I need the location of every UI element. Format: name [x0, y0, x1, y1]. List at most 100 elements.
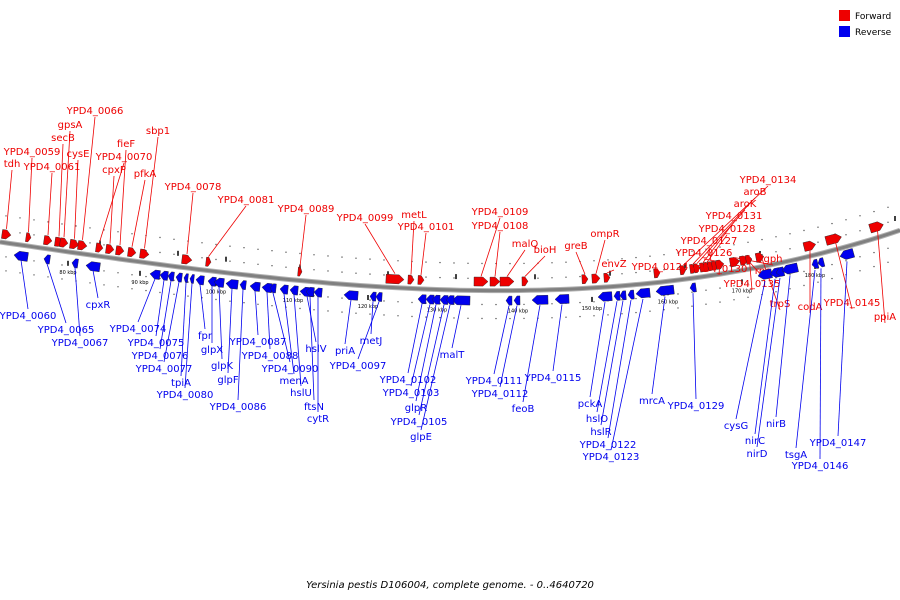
gene-label-glpx[interactable]: glpX — [201, 345, 223, 356]
gene-label-ypd4-0067[interactable]: YPD4_0067 — [51, 338, 109, 349]
gene-arrow-ypd4-0109[interactable] — [473, 276, 489, 287]
gene-arrow-ypd4-0108[interactable] — [489, 276, 501, 287]
gene-arrow-cpxr[interactable] — [85, 261, 101, 273]
gene-arrow-gph[interactable] — [729, 256, 741, 268]
gene-arrow-ypd4-0145[interactable] — [824, 233, 843, 246]
gene-label-ypd4-0146[interactable]: YPD4_0146 — [791, 461, 849, 472]
gene-label-malq[interactable]: malQ — [512, 239, 539, 250]
gene-label-metj[interactable]: metJ — [360, 336, 383, 347]
gene-arrow-ypd4-0122[interactable] — [627, 289, 635, 300]
gene-label-hslo[interactable]: hslO — [586, 414, 608, 425]
gene-label-ypd4-0111[interactable]: YPD4_0111 — [465, 376, 523, 387]
gene-arrow-tpia[interactable] — [183, 273, 189, 283]
gene-label-ypd4-0070[interactable]: YPD4_0070 — [95, 152, 153, 163]
gene-label-ypd4-0060[interactable]: YPD4_0060 — [0, 311, 56, 322]
gene-label-bioh[interactable]: bioH — [534, 245, 557, 256]
gene-label-hslr[interactable]: hslR — [590, 427, 611, 438]
gene-label-trps[interactable]: trpS — [770, 299, 791, 310]
gene-label-metl[interactable]: metL — [401, 210, 427, 221]
gene-arrow-ypd4-0103[interactable] — [425, 294, 435, 305]
gene-arrow-ypd4-0146[interactable] — [817, 257, 826, 268]
gene-label-ypd4-0105[interactable]: YPD4_0105 — [390, 417, 448, 428]
gene-arrow-ypd4-0086[interactable] — [239, 280, 247, 290]
gene-arrow-ypd4-0129[interactable] — [689, 282, 697, 293]
gene-arrow-malq[interactable] — [499, 276, 515, 287]
gene-label-ypd4-0103[interactable]: YPD4_0103 — [382, 388, 440, 399]
gene-label-glpr[interactable]: glpR — [405, 403, 427, 414]
gene-arrow-ypd4-0123[interactable] — [635, 287, 651, 299]
gene-arrow-ppia[interactable] — [868, 220, 885, 234]
gene-label-fief[interactable]: fieF — [117, 139, 135, 150]
gene-label-ypd4-0145[interactable]: YPD4_0145 — [823, 298, 881, 309]
gene-label-glpk[interactable]: glpK — [211, 361, 233, 372]
gene-label-nirb[interactable]: nirB — [766, 419, 786, 430]
gene-arrow-metl[interactable] — [407, 274, 415, 285]
gene-arrow-ypd4-0075[interactable] — [159, 270, 169, 281]
gene-arrow-ompr[interactable] — [591, 273, 601, 284]
gene-label-ypd4-0066[interactable]: YPD4_0066 — [66, 106, 124, 117]
gene-arrow-pria[interactable] — [343, 290, 359, 301]
gene-label-ypd4-0061[interactable]: YPD4_0061 — [23, 162, 81, 173]
gene-label-ypd4-0131[interactable]: YPD4_0131 — [705, 211, 763, 222]
gene-arrow-ypd4-0061[interactable] — [43, 235, 53, 246]
gene-label-ypd4-0081[interactable]: YPD4_0081 — [217, 195, 275, 206]
gene-label-ypd4-0128[interactable]: YPD4_0128 — [698, 224, 756, 235]
gene-label-ypd4-0147[interactable]: YPD4_0147 — [809, 438, 867, 449]
gene-arrow-glpf[interactable] — [225, 279, 239, 290]
gene-arrow-ypd4-0074[interactable] — [149, 269, 161, 280]
gene-label-cpxp[interactable]: cpxP — [102, 165, 126, 176]
gene-label-ypd4-0124[interactable]: YPD4_0124 — [631, 262, 689, 273]
gene-label-hslv[interactable]: hslV — [305, 344, 326, 355]
gene-arrow-coda[interactable] — [802, 240, 817, 252]
gene-label-ypd4-0078[interactable]: YPD4_0078 — [164, 182, 222, 193]
gene-arrow-bioh[interactable] — [521, 276, 529, 287]
gene-label-greb[interactable]: greB — [564, 241, 587, 252]
gene-label-ypd4-0127[interactable]: YPD4_0127 — [680, 236, 738, 247]
gene-arrow-hslo[interactable] — [613, 291, 621, 301]
gene-arrow-cysg[interactable] — [757, 268, 773, 281]
gene-arrow-sbp1[interactable] — [139, 248, 150, 259]
gene-arrow-ypd4-0105[interactable] — [439, 295, 449, 305]
gene-label-tdh[interactable]: tdh — [4, 159, 21, 170]
gene-label-mrca[interactable]: mrcA — [639, 396, 665, 407]
gene-arrow-ypd4-0135[interactable] — [744, 254, 753, 265]
gene-label-ypd4-0089[interactable]: YPD4_0089 — [277, 204, 335, 215]
gene-arrow-mrca[interactable] — [655, 284, 675, 296]
gene-arrow-ypd4-0102[interactable] — [417, 294, 427, 305]
gene-arrow-ftsn[interactable] — [305, 287, 315, 297]
gene-arrow-hslr[interactable] — [619, 290, 627, 301]
gene-label-arob[interactable]: aroB — [744, 187, 767, 198]
gene-label-cysg[interactable]: cysG — [724, 421, 748, 432]
gene-arrow-ypd4-0115[interactable] — [554, 294, 570, 304]
gene-label-ypd4-0075[interactable]: YPD4_0075 — [127, 338, 185, 349]
gene-label-ypd4-0077[interactable]: YPD4_0077 — [135, 364, 193, 375]
gene-arrow-ypd4-0112[interactable] — [513, 295, 521, 306]
gene-label-gpsa[interactable]: gpsA — [58, 120, 83, 131]
gene-arrow-cytr[interactable] — [313, 287, 323, 298]
gene-arrow-glpk[interactable] — [213, 277, 225, 288]
gene-label-ypd4-0112[interactable]: YPD4_0112 — [471, 389, 529, 400]
gene-label-mena[interactable]: menA — [279, 376, 308, 387]
gene-arrow-envz[interactable] — [603, 272, 611, 283]
gene-arrow-ypd4-0134[interactable] — [679, 265, 687, 276]
gene-arrow-ypd4-0081[interactable] — [205, 256, 212, 267]
gene-label-ypd4-0123[interactable]: YPD4_0123 — [582, 452, 640, 463]
gene-label-feob[interactable]: feoB — [512, 404, 535, 415]
gene-arrow-nirb[interactable] — [781, 262, 799, 275]
gene-arrow-ypd4-0066[interactable] — [77, 240, 88, 251]
gene-label-cyse[interactable]: cysE — [67, 149, 90, 160]
gene-label-hslu[interactable]: hslU — [290, 388, 312, 399]
gene-label-ypd4-0109[interactable]: YPD4_0109 — [471, 207, 529, 218]
gene-arrow-ypd4-0070[interactable] — [95, 242, 104, 253]
gene-label-pfka[interactable]: pfkA — [134, 169, 157, 180]
gene-label-glpe[interactable]: glpE — [410, 432, 432, 443]
gene-arrow-ypd4-0099[interactable] — [385, 273, 405, 285]
gene-label-ypd4-0097[interactable]: YPD4_0097 — [329, 361, 387, 372]
gene-arrow-ypd4-0067[interactable] — [71, 258, 79, 269]
gene-label-ompr[interactable]: ompR — [590, 229, 619, 240]
gene-label-ypd4-0101[interactable]: YPD4_0101 — [397, 222, 455, 233]
gene-arrow-glpe[interactable] — [445, 295, 455, 305]
gene-label-coda[interactable]: codA — [798, 302, 823, 313]
gene-arrow-nird[interactable] — [775, 266, 785, 277]
gene-arrow-metj[interactable] — [369, 291, 377, 302]
